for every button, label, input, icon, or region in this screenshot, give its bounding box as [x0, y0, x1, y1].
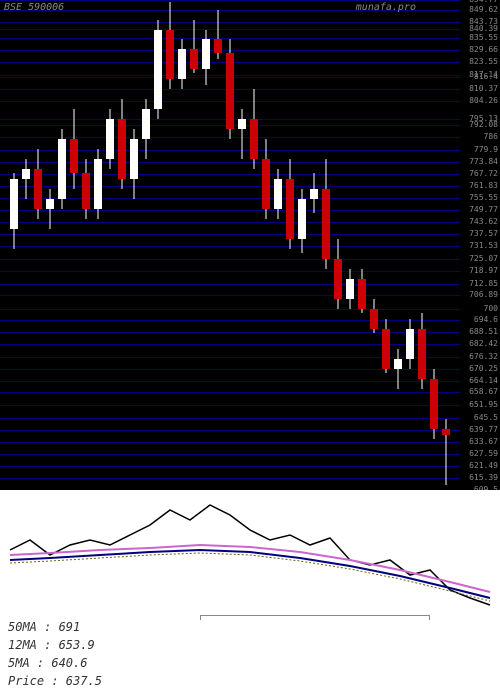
price-tick: 849.62: [469, 6, 498, 14]
price-tick: 786: [484, 133, 498, 141]
info-line: 5MA : 640.6: [8, 656, 87, 670]
price-tick: 670.25: [469, 365, 498, 373]
price-tick: 676.32: [469, 353, 498, 361]
price-tick: 621.49: [469, 462, 498, 470]
price-tick: 829.66: [469, 46, 498, 54]
price-tick: 718.97: [469, 267, 498, 275]
price-tick: 792.08: [469, 121, 498, 129]
price-tick: 627.59: [469, 450, 498, 458]
price-tick: 773.84: [469, 158, 498, 166]
price-tick: 712.85: [469, 280, 498, 288]
price-tick: 615.39: [469, 474, 498, 482]
price-tick: 658.67: [469, 388, 498, 396]
price-axis: 854.77849.62843.73840.39835.55829.66823.…: [460, 0, 500, 490]
price-tick: 767.72: [469, 170, 498, 178]
candlestick-chart[interactable]: BSE 590006 munafa.pro: [0, 0, 460, 490]
price-tick: 651.95: [469, 401, 498, 409]
price-tick: 700: [484, 305, 498, 313]
price-tick: 854.77: [469, 0, 498, 4]
price-tick: 694.6: [474, 316, 498, 324]
price-tick: 804.26: [469, 97, 498, 105]
info-line: 12MA : 653.9: [8, 638, 95, 652]
info-line: 50MA : 691: [8, 620, 80, 634]
price-tick: 816.4: [474, 73, 498, 81]
info-line: Price : 637.5: [8, 674, 102, 688]
chart-container: BSE 590006 munafa.pro 854.77849.62843.73…: [0, 0, 500, 700]
info-panel: 50MA : 691 12MA : 653.9 5MA : 640.6 Price :…: [0, 620, 500, 700]
price-tick: 633.67: [469, 438, 498, 446]
price-tick: 761.83: [469, 182, 498, 190]
price-tick: 639.77: [469, 426, 498, 434]
price-tick: 645.5: [474, 414, 498, 422]
ticker-label: BSE 590006: [4, 2, 64, 13]
price-tick: 749.77: [469, 206, 498, 214]
indicator-lines: [0, 490, 500, 620]
indicator-line: [10, 553, 490, 601]
price-tick: 779.9: [474, 146, 498, 154]
price-tick: 706.89: [469, 291, 498, 299]
price-tick: 755.55: [469, 194, 498, 202]
price-tick: 731.53: [469, 242, 498, 250]
price-tick: 737.57: [469, 230, 498, 238]
price-tick: 743.62: [469, 218, 498, 226]
price-tick: 823.55: [469, 58, 498, 66]
price-tick: 840.39: [469, 25, 498, 33]
price-tick: 835.55: [469, 34, 498, 42]
price-tick: 810.37: [469, 85, 498, 93]
price-tick: 688.51: [469, 328, 498, 336]
price-tick: 682.42: [469, 340, 498, 348]
indicator-panel[interactable]: [0, 490, 500, 620]
price-tick: 725.07: [469, 255, 498, 263]
price-tick: 664.14: [469, 377, 498, 385]
watermark-label: munafa.pro: [356, 2, 416, 13]
